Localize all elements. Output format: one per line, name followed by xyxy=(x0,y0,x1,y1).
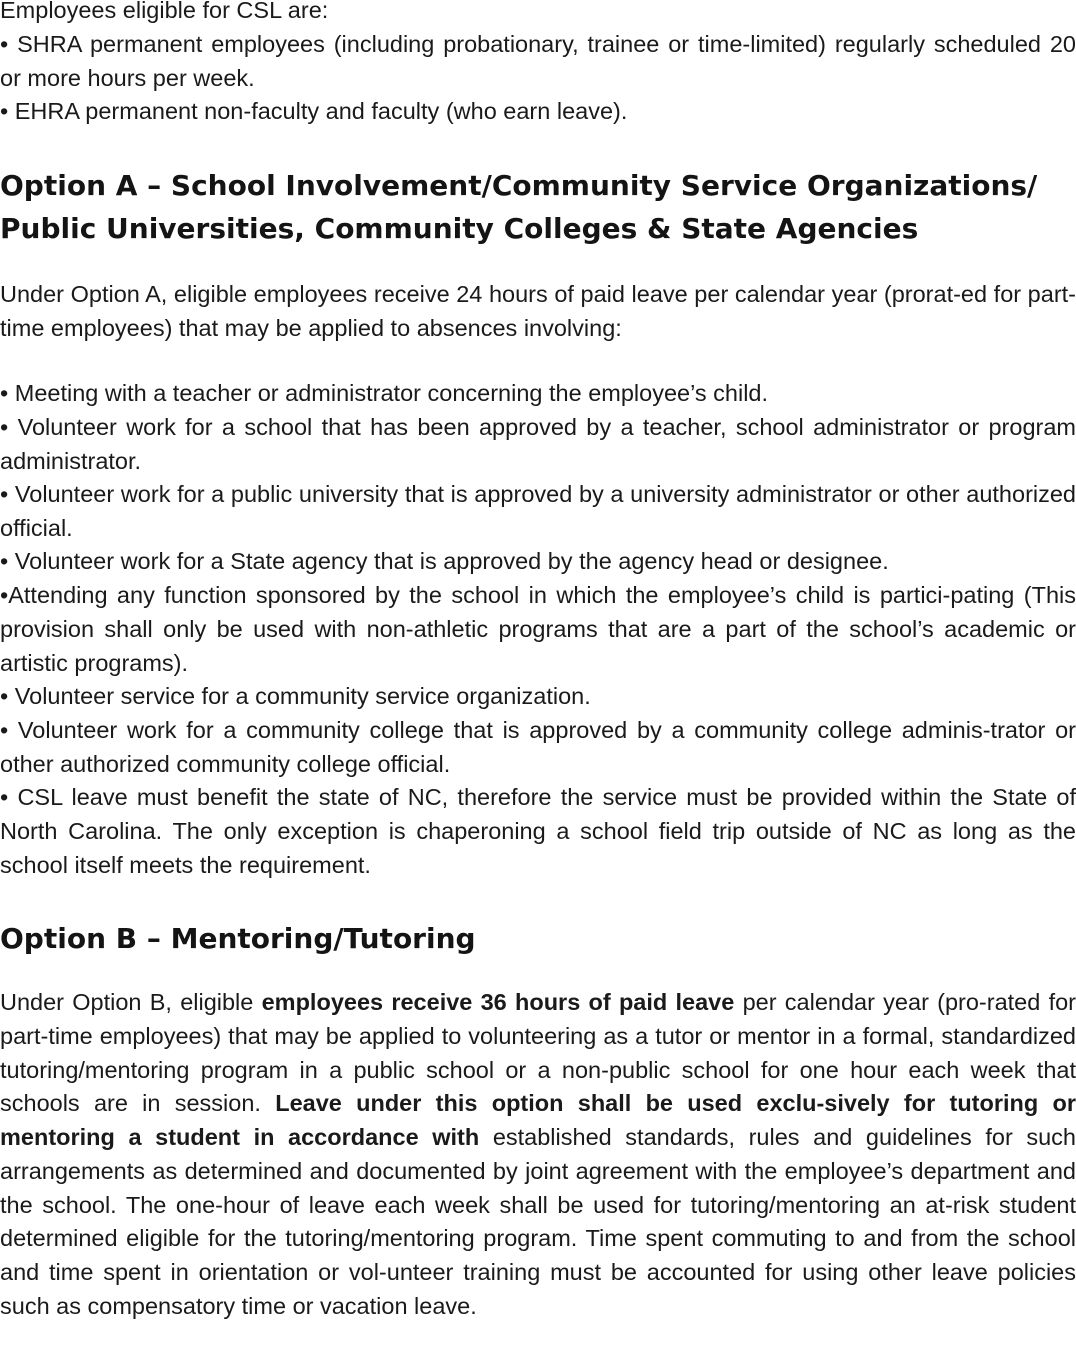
option-b-text-3: established standards, rules and guideli… xyxy=(0,1124,1076,1319)
option-a-item-school-volunteer: • Volunteer work for a school that has b… xyxy=(0,414,1076,474)
option-a-item-state-agency: • Volunteer work for a State agency that… xyxy=(0,548,889,574)
option-a-heading-line2: Public Universities, Community Colleges … xyxy=(0,212,919,245)
option-a-intro: Under Option A, eligible employees recei… xyxy=(0,281,1076,341)
option-b-heading: Option B – Mentoring/Tutoring xyxy=(0,922,476,955)
option-b-text-1: Under Option B, eligible xyxy=(0,989,262,1015)
option-a-item-community-service: • Volunteer service for a community serv… xyxy=(0,683,591,709)
eligibility-intro: Employees eligible for CSL are: xyxy=(0,0,329,23)
option-b-text-2: per calendar year (pro-rated for part-ti… xyxy=(0,989,1076,1117)
option-a-item-nc-benefit: • CSL leave must benefit the state of NC… xyxy=(0,784,1076,878)
option-b-bold-exclusive-use: Leave under this option shall be used ex… xyxy=(0,1090,1076,1150)
option-a-item-community-college: • Volunteer work for a community college… xyxy=(0,717,1076,777)
option-a-item-school-function: •Attending any function sponsored by the… xyxy=(0,582,1076,676)
option-a-item-university-volunteer: • Volunteer work for a public university… xyxy=(0,481,1076,541)
option-b-bold-36-hours: employees receive 36 hours of paid leave xyxy=(261,989,735,1015)
option-b-paragraph: Under Option B, eligible employees recei… xyxy=(0,986,1076,1324)
eligibility-item-shra: • SHRA permanent employees (including pr… xyxy=(0,31,1076,91)
option-a-item-teacher-meeting: • Meeting with a teacher or administrato… xyxy=(0,380,769,406)
option-a-heading-line1: Option A – School Involvement/Community … xyxy=(0,169,1038,202)
eligibility-item-ehra: • EHRA permanent non-faculty and faculty… xyxy=(0,98,628,124)
